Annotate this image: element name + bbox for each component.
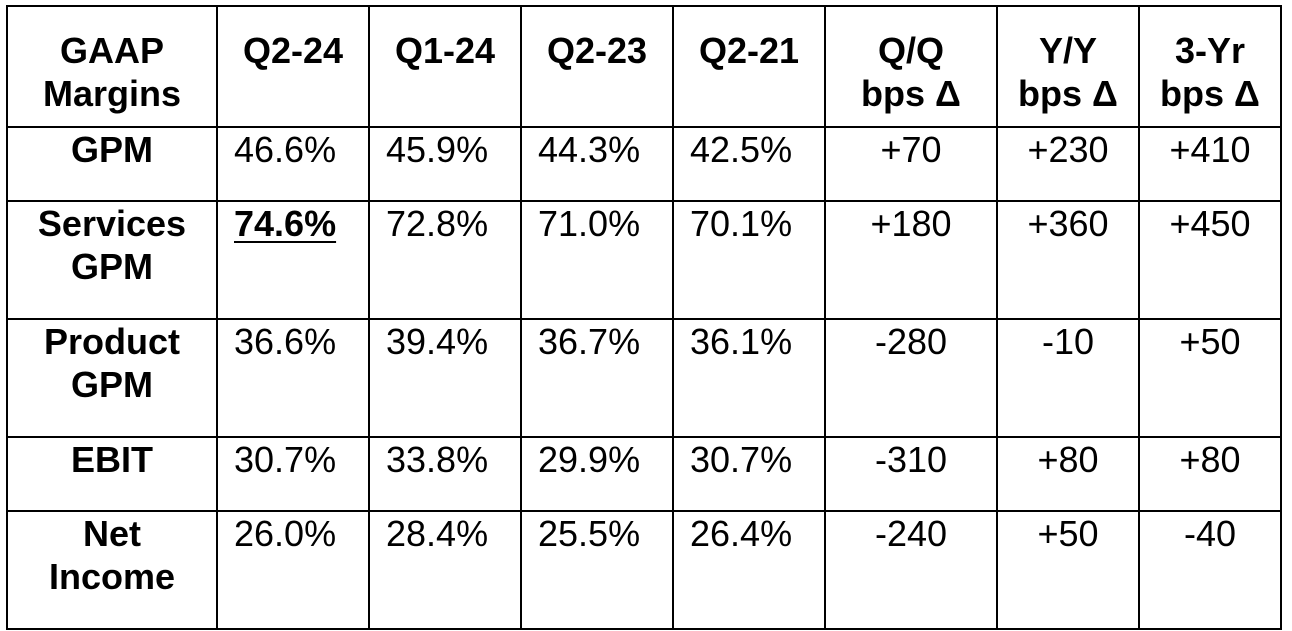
cell-3yr: -40 [1138,510,1282,630]
cell-q2-24: 26.0% [216,510,370,630]
header-q2-24: Q2-24 [216,5,370,128]
cell-yy: +50 [996,510,1140,630]
cell-qq: -280 [824,318,998,438]
cell-q1-24: 39.4% [368,318,522,438]
cell-qq: -310 [824,436,998,512]
header-row: GAAP Margins Q2-24 Q1-24 Q2-23 Q2-21 Q/Q… [6,5,1282,128]
row-label-services-gpm: Services GPM [6,200,218,320]
cell-q2-23: 29.9% [520,436,674,512]
header-qq-bps: Q/Q bps Δ [824,5,998,128]
cell-yy: +230 [996,126,1140,202]
cell-3yr: +450 [1138,200,1282,320]
gaap-margins-table: GAAP Margins Q2-24 Q1-24 Q2-23 Q2-21 Q/Q… [6,5,1282,630]
cell-3yr: +80 [1138,436,1282,512]
table-row: Product GPM 36.6% 39.4% 36.7% 36.1% -280… [6,318,1282,438]
cell-q2-21: 42.5% [672,126,826,202]
cell-q2-23: 71.0% [520,200,674,320]
cell-q2-23: 44.3% [520,126,674,202]
cell-q1-24: 72.8% [368,200,522,320]
cell-3yr: +50 [1138,318,1282,438]
header-3yr-bps: 3-Yr bps Δ [1138,5,1282,128]
cell-q2-24-highlight: 74.6% [216,200,370,320]
row-label-product-gpm: Product GPM [6,318,218,438]
highlighted-value: 74.6% [234,203,337,244]
table-row: EBIT 30.7% 33.8% 29.9% 30.7% -310 +80 +8… [6,436,1282,512]
cell-yy: +360 [996,200,1140,320]
cell-3yr: +410 [1138,126,1282,202]
cell-q2-24: 30.7% [216,436,370,512]
cell-q2-21: 30.7% [672,436,826,512]
cell-q2-23: 36.7% [520,318,674,438]
cell-q1-24: 28.4% [368,510,522,630]
row-label-net-income: Net Income [6,510,218,630]
cell-q2-24: 36.6% [216,318,370,438]
header-q2-23: Q2-23 [520,5,674,128]
cell-q2-21: 70.1% [672,200,826,320]
header-metric: GAAP Margins [6,5,218,128]
cell-qq: -240 [824,510,998,630]
cell-q2-21: 26.4% [672,510,826,630]
cell-q2-24: 46.6% [216,126,370,202]
header-q1-24: Q1-24 [368,5,522,128]
cell-qq: +70 [824,126,998,202]
cell-q1-24: 45.9% [368,126,522,202]
row-label-gpm: GPM [6,126,218,202]
cell-yy: +80 [996,436,1140,512]
cell-qq: +180 [824,200,998,320]
cell-q2-23: 25.5% [520,510,674,630]
cell-q2-21: 36.1% [672,318,826,438]
header-yy-bps: Y/Y bps Δ [996,5,1140,128]
cell-q1-24: 33.8% [368,436,522,512]
cell-yy: -10 [996,318,1140,438]
header-q2-21: Q2-21 [672,5,826,128]
table-row: Net Income 26.0% 28.4% 25.5% 26.4% -240 … [6,510,1282,630]
table-row: Services GPM 74.6% 72.8% 71.0% 70.1% +18… [6,200,1282,320]
row-label-ebit: EBIT [6,436,218,512]
table-row: GPM 46.6% 45.9% 44.3% 42.5% +70 +230 +41… [6,126,1282,202]
